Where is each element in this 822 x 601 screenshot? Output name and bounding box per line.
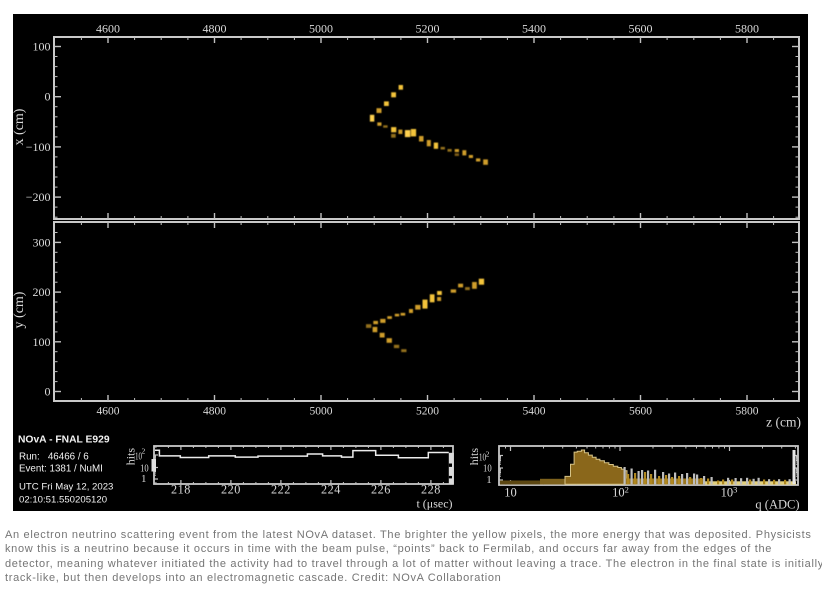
svg-text:10: 10: [483, 463, 492, 475]
svg-text:5800: 5800: [736, 406, 759, 418]
svg-text:5600: 5600: [629, 406, 652, 418]
svg-text:2: 2: [142, 447, 146, 456]
svg-text:4800: 4800: [203, 22, 227, 36]
svg-text:224: 224: [321, 483, 341, 497]
svg-text:100: 100: [33, 40, 51, 54]
svg-text:0: 0: [45, 90, 51, 104]
svg-text:NOvA - FNAL E929: NOvA - FNAL E929: [18, 435, 110, 446]
svg-text:226: 226: [371, 483, 391, 497]
svg-text:0: 0: [45, 385, 51, 399]
svg-text:5000: 5000: [309, 22, 333, 36]
svg-text:10: 10: [479, 451, 487, 463]
svg-text:5200: 5200: [416, 406, 439, 418]
svg-text:y (cm): y (cm): [12, 291, 27, 328]
svg-text:−200: −200: [26, 190, 51, 204]
svg-text:t (μsec): t (μsec): [416, 497, 452, 511]
svg-text:10: 10: [135, 451, 142, 463]
svg-text:2: 2: [486, 449, 490, 458]
svg-text:x (cm): x (cm): [12, 108, 27, 145]
svg-text:5400: 5400: [522, 22, 546, 36]
svg-text:q (ADC): q (ADC): [755, 498, 799, 512]
svg-text:4600: 4600: [96, 22, 120, 36]
svg-text:Run: 46466 / 6: Run: 46466 / 6: [19, 452, 89, 463]
svg-text:Event: 1381 / NuMI: Event: 1381 / NuMI: [19, 464, 103, 475]
svg-text:228: 228: [421, 483, 441, 497]
svg-text:222: 222: [271, 483, 291, 497]
svg-text:−100: −100: [26, 140, 51, 154]
svg-text:5600: 5600: [629, 22, 653, 36]
svg-text:z (cm): z (cm): [766, 415, 801, 430]
svg-text:218: 218: [171, 483, 191, 497]
svg-text:300: 300: [33, 235, 51, 249]
svg-text:100: 100: [33, 335, 51, 349]
svg-text:5400: 5400: [523, 406, 546, 418]
svg-text:5000: 5000: [310, 406, 333, 418]
svg-text:hits: hits: [124, 448, 138, 466]
svg-text:02:10:51.550205120: 02:10:51.550205120: [19, 495, 107, 506]
svg-text:200: 200: [33, 285, 51, 299]
svg-text:10: 10: [504, 486, 517, 500]
svg-text:1: 1: [486, 474, 492, 486]
svg-text:1: 1: [141, 473, 147, 485]
svg-text:hits: hits: [467, 448, 481, 466]
svg-text:10: 10: [140, 462, 149, 474]
svg-text:4800: 4800: [203, 406, 226, 418]
svg-text:5200: 5200: [416, 22, 440, 36]
svg-text:5800: 5800: [735, 22, 759, 36]
svg-text:UTC Fri May 12, 2023: UTC Fri May 12, 2023: [19, 482, 113, 493]
svg-text:4600: 4600: [97, 406, 120, 418]
svg-text:220: 220: [221, 483, 241, 497]
